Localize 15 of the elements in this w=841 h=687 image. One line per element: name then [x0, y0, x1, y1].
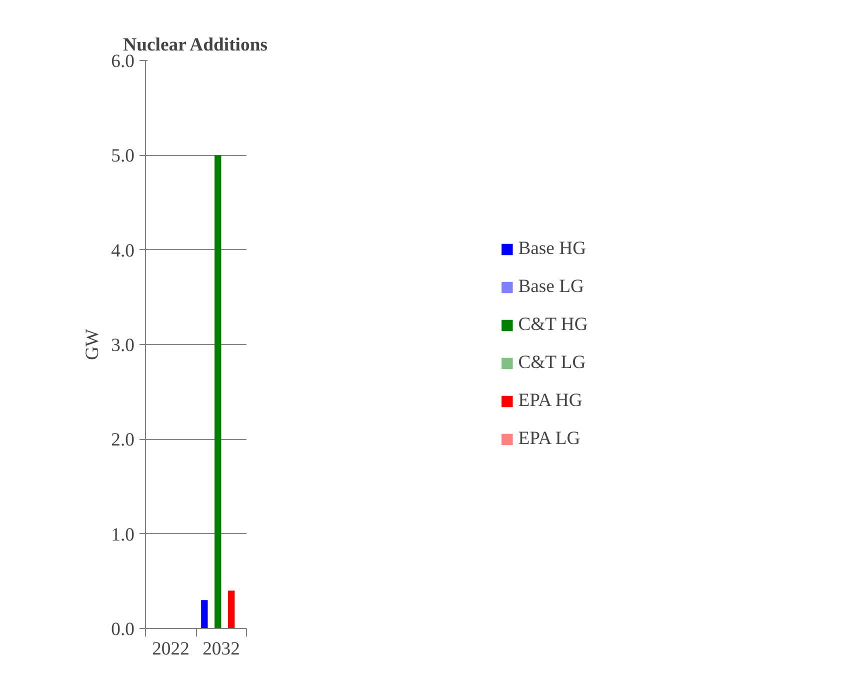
legend-label: EPA LG: [518, 428, 580, 450]
x-tick-label: 2022: [152, 638, 190, 660]
y-tick-label: 1.0: [111, 524, 135, 546]
legend-label: C&T HG: [518, 314, 588, 336]
y-tick-label: 3.0: [111, 335, 135, 356]
y-tick-label: 4.0: [111, 240, 135, 262]
y-tick-label: 5.0: [111, 146, 135, 167]
legend-label: C&T LG: [518, 352, 586, 374]
legend-label: Base LG: [518, 276, 584, 298]
legend-label: EPA HG: [518, 390, 582, 412]
legend-label: Base HG: [518, 238, 586, 260]
x-tick-label: 2032: [202, 638, 240, 660]
y-tick-label: 0.0: [111, 619, 135, 640]
y-axis-title: GW: [82, 328, 104, 360]
y-tick-label: 2.0: [111, 430, 135, 451]
